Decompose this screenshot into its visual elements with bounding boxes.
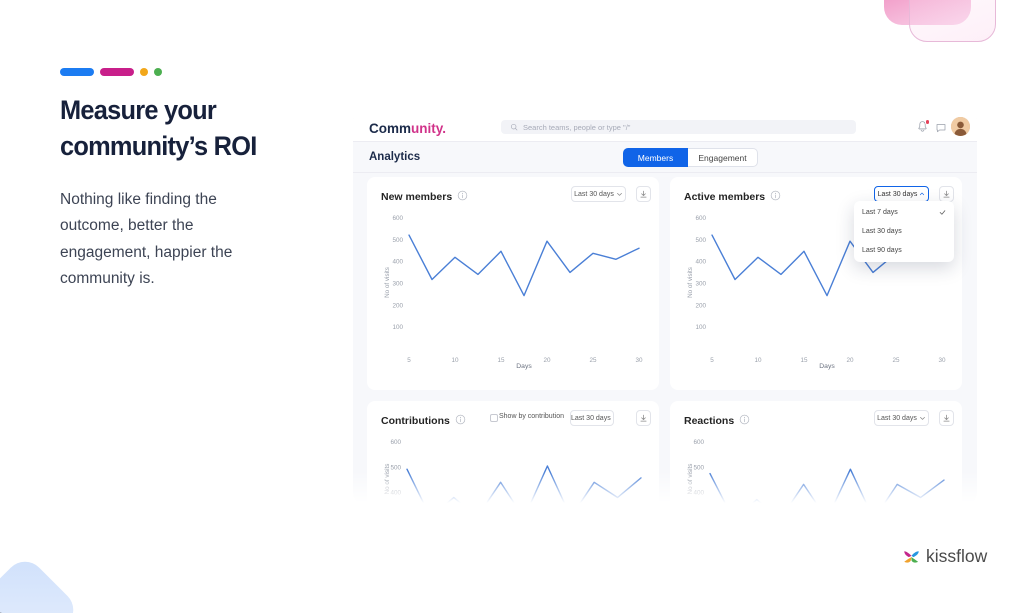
svg-text:300: 300 (695, 281, 706, 288)
svg-text:20: 20 (846, 357, 854, 364)
svg-text:25: 25 (892, 357, 900, 364)
svg-text:600: 600 (695, 215, 706, 222)
svg-text:200: 200 (695, 302, 706, 309)
svg-text:30: 30 (938, 357, 946, 364)
svg-text:Days: Days (819, 363, 835, 370)
svg-text:10: 10 (451, 357, 459, 364)
svg-text:15: 15 (800, 357, 808, 364)
svg-text:5: 5 (710, 357, 714, 364)
svg-text:300: 300 (392, 281, 403, 288)
svg-text:No of visits: No of visits (384, 267, 391, 298)
svg-text:200: 200 (392, 302, 403, 309)
svg-text:10: 10 (754, 357, 762, 364)
svg-text:20: 20 (543, 357, 551, 364)
svg-text:No of visits: No of visits (687, 464, 694, 495)
svg-text:600: 600 (392, 215, 403, 222)
svg-text:Days: Days (516, 363, 532, 370)
svg-text:400: 400 (392, 259, 403, 266)
svg-text:30: 30 (635, 357, 643, 364)
svg-text:No of visits: No of visits (687, 267, 694, 298)
svg-text:100: 100 (695, 324, 706, 331)
svg-text:500: 500 (392, 237, 403, 244)
svg-text:5: 5 (407, 357, 411, 364)
svg-text:400: 400 (695, 259, 706, 266)
svg-text:500: 500 (695, 237, 706, 244)
svg-text:25: 25 (589, 357, 597, 364)
svg-text:400: 400 (390, 490, 401, 497)
svg-text:600: 600 (693, 439, 704, 446)
svg-text:100: 100 (392, 324, 403, 331)
svg-text:500: 500 (693, 464, 704, 471)
svg-text:400: 400 (693, 490, 704, 497)
svg-text:600: 600 (390, 439, 401, 446)
svg-text:500: 500 (390, 464, 401, 471)
svg-text:15: 15 (497, 357, 505, 364)
svg-text:No of visits: No of visits (384, 464, 391, 495)
